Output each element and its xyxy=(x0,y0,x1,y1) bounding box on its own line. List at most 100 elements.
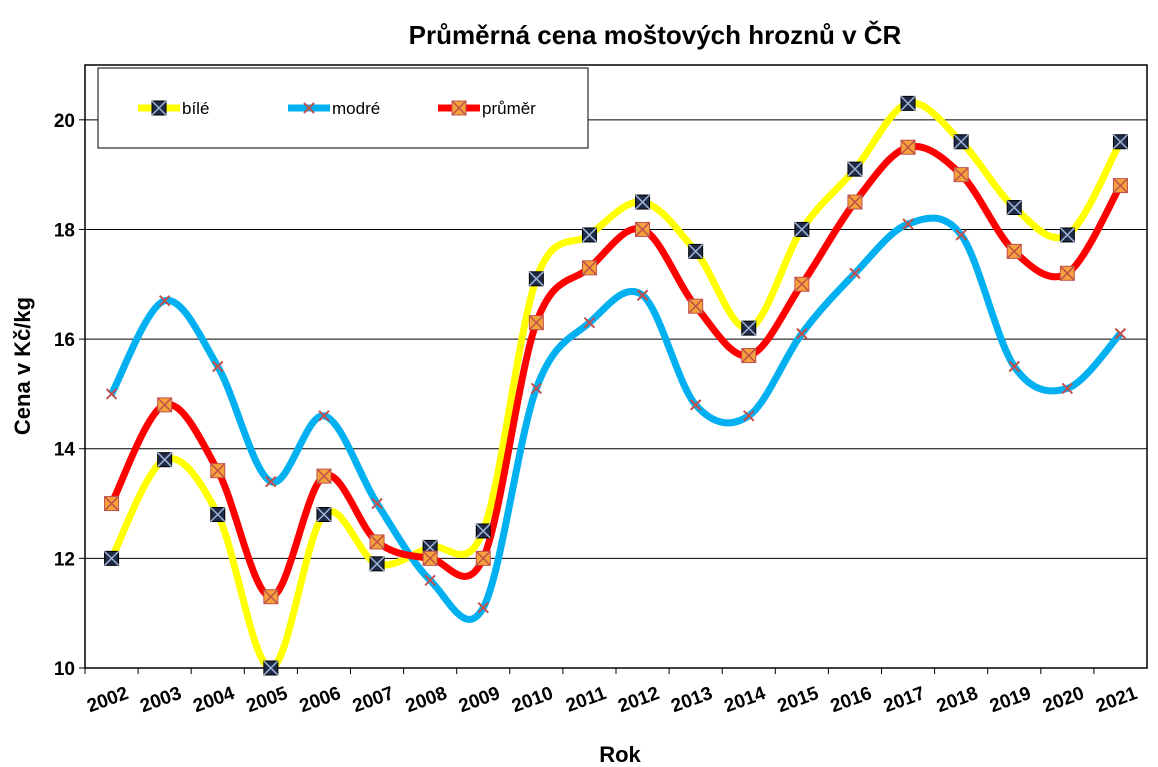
marker-cross xyxy=(263,660,279,676)
marker xyxy=(158,295,171,307)
x-tick-label: 2005 xyxy=(244,683,291,717)
marker-cross xyxy=(475,523,491,539)
marker-cross xyxy=(741,320,757,336)
marker-cross xyxy=(104,550,120,566)
plot-frame xyxy=(84,64,1148,669)
marker xyxy=(849,267,861,280)
marker-cross xyxy=(847,194,863,210)
series-markers xyxy=(104,95,1128,676)
marker-cross xyxy=(316,506,332,523)
marker xyxy=(318,410,330,422)
marker-cross xyxy=(157,397,173,413)
marker xyxy=(583,316,596,329)
series-markers xyxy=(104,139,1128,605)
marker xyxy=(303,102,315,114)
x-tick-label: 2019 xyxy=(987,683,1034,717)
marker-cross xyxy=(157,452,173,468)
x-tick-label: 2011 xyxy=(563,683,609,717)
x-axis-label: Rok xyxy=(599,742,641,767)
y-tick-label: 12 xyxy=(54,549,75,570)
marker-cross xyxy=(528,315,544,331)
y-tick-label: 16 xyxy=(54,330,75,351)
marker-cross xyxy=(900,139,916,155)
marker-cross xyxy=(1006,243,1022,259)
marker xyxy=(689,399,702,411)
y-tick-label: 14 xyxy=(54,440,76,461)
x-tick-label: 2020 xyxy=(1040,683,1087,717)
marker-cross xyxy=(316,468,332,484)
chart-title: Průměrná cena moštových hroznů v ČR xyxy=(409,20,902,50)
marker-cross xyxy=(1059,227,1075,243)
marker xyxy=(530,382,543,395)
x-tick-label: 2012 xyxy=(615,683,662,717)
legend-label: bílé xyxy=(182,99,209,118)
x-tick-label: 2007 xyxy=(350,683,397,717)
marker xyxy=(1008,360,1020,373)
marker-cross xyxy=(369,556,385,572)
marker-cross xyxy=(263,589,279,605)
y-tick-label: 10 xyxy=(54,659,75,680)
y-tick-label: 20 xyxy=(54,111,75,132)
marker-cross xyxy=(210,463,226,479)
marker-cross xyxy=(953,134,969,150)
marker-cross xyxy=(1059,265,1075,281)
marker-cross xyxy=(1006,199,1022,216)
marker xyxy=(105,388,118,400)
marker xyxy=(796,327,808,340)
x-tick-label: 2016 xyxy=(828,683,875,717)
marker-cross xyxy=(900,95,916,111)
marker xyxy=(1061,382,1074,395)
series-line xyxy=(108,214,1124,623)
marker xyxy=(424,574,436,586)
marker-cross xyxy=(151,100,167,116)
x-tick-label: 2021 xyxy=(1093,683,1140,717)
x-tick-label: 2008 xyxy=(403,683,450,717)
marker-cross xyxy=(1112,178,1128,194)
marker-cross xyxy=(1112,134,1128,150)
marker-cross xyxy=(635,221,651,237)
marker-cross xyxy=(688,243,704,259)
marker xyxy=(371,497,383,510)
marker xyxy=(743,410,755,422)
marker-cross xyxy=(210,506,226,523)
x-tick-label: 2002 xyxy=(84,683,131,717)
y-tick-label: 18 xyxy=(54,220,75,241)
marker xyxy=(955,229,967,241)
legend-label: modré xyxy=(332,99,380,118)
marker xyxy=(212,360,224,373)
marker-cross xyxy=(741,348,757,364)
legend-label: průměr xyxy=(482,99,536,118)
x-tick-label: 2010 xyxy=(509,683,556,717)
x-tick-label: 2006 xyxy=(297,683,344,717)
marker-cross xyxy=(688,298,704,314)
marker-cross xyxy=(581,260,597,276)
marker xyxy=(902,218,914,230)
marker-cross xyxy=(794,221,810,237)
marker-cross xyxy=(794,276,810,292)
marker xyxy=(636,289,649,301)
marker-cross xyxy=(451,100,467,116)
legend: bílé modré průměr xyxy=(97,67,589,149)
y-axis-label: Cena v Kč/kg xyxy=(10,297,35,435)
x-tick-label: 2018 xyxy=(934,683,981,717)
marker-cross xyxy=(635,194,651,210)
marker-cross xyxy=(422,550,438,566)
marker-cross xyxy=(953,167,969,183)
marker-cross xyxy=(104,496,120,512)
marker-cross xyxy=(528,271,544,287)
x-tick-label: 2013 xyxy=(668,683,715,717)
marker-cross xyxy=(475,550,491,566)
x-tick-label: 2017 xyxy=(881,683,928,717)
x-tick-label: 2009 xyxy=(456,683,503,717)
marker-cross xyxy=(581,227,597,243)
x-tick-label: 2003 xyxy=(137,683,184,717)
series-markers xyxy=(105,218,1127,614)
marker xyxy=(1114,327,1127,340)
marker xyxy=(477,601,489,614)
marker-cross xyxy=(847,161,863,177)
x-tick-label: 2015 xyxy=(775,683,822,717)
marker-cross xyxy=(369,534,385,550)
marker xyxy=(265,475,277,488)
x-tick-label: 2014 xyxy=(722,683,769,717)
